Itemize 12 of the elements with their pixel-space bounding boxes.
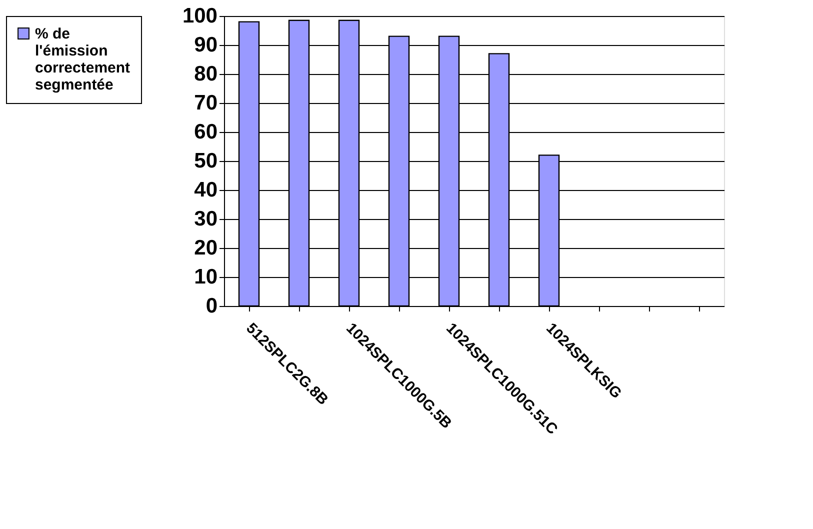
- y-tick-label: 30: [194, 208, 218, 230]
- legend-label: % de l'émission correctement segmentée: [35, 26, 130, 94]
- y-tick-label: 60: [194, 120, 218, 144]
- y-tick-label: 0: [206, 294, 218, 318]
- y-tick-label: 70: [194, 92, 218, 114]
- y-tick-label: 20: [194, 236, 218, 260]
- y-tick-label: 10: [194, 266, 218, 288]
- y-tick-label: 80: [194, 62, 218, 86]
- y-tick-label: 40: [194, 178, 218, 202]
- y-tick-label: 90: [194, 34, 218, 56]
- y-tick-label: 50: [194, 150, 218, 172]
- y-tick-label: 100: [182, 4, 218, 28]
